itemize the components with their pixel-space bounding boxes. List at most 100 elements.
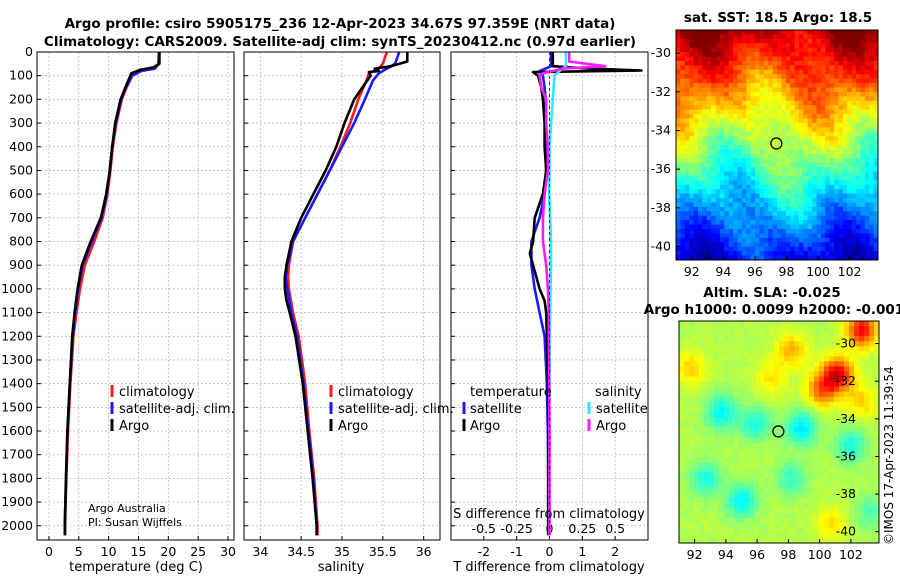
depth-tick-label: 700 bbox=[9, 210, 33, 225]
map-y-tick-label: -34 bbox=[836, 411, 856, 426]
x-tick-label: 34 bbox=[252, 544, 268, 559]
series-group bbox=[528, 52, 643, 536]
map-x-tick-label: 94 bbox=[715, 264, 731, 279]
temperature-profile-panel: 0100200300400500600700800900100011001200… bbox=[1, 44, 236, 559]
map-x-tick-label: 94 bbox=[718, 547, 734, 562]
x-tick-label: 5 bbox=[75, 544, 83, 559]
difference-xlabel-top: S difference from climatology bbox=[453, 507, 645, 522]
x-tick-label: 1 bbox=[578, 544, 586, 559]
sst-map-title: sat. SST: 18.5 Argo: 18.5 bbox=[684, 10, 872, 26]
argo-position-marker bbox=[772, 425, 785, 438]
salinity-profile-panel: 34 34.5 35 35.5 36 bbox=[243, 51, 441, 559]
sla-map-subtitle: Argo h1000: 0.0099 h2000: -0.001 bbox=[644, 302, 900, 318]
sal-legend-argo: Argo bbox=[338, 419, 368, 434]
series-group bbox=[283, 52, 409, 536]
depth-tick-label: 1900 bbox=[1, 494, 33, 509]
depth-tick-label: 100 bbox=[9, 68, 33, 83]
heatmap-cells bbox=[679, 321, 880, 544]
imos-timestamp: ©IMOS 17-Apr-2023 11:39:54 bbox=[882, 366, 896, 545]
credit-line1: Argo Australia bbox=[88, 502, 166, 515]
map-y-tick-label: -30 bbox=[651, 45, 671, 60]
diff-legend-temperature-title: temperature bbox=[470, 385, 552, 400]
top-x-tick-label: -0.5 bbox=[472, 521, 496, 536]
map-x-tick-label: 96 bbox=[747, 264, 763, 279]
series-line-climatology bbox=[286, 52, 389, 536]
series-line-salinity-satellite bbox=[547, 52, 568, 536]
series-line-argo bbox=[283, 52, 409, 536]
top-x-tick-label: 0.25 bbox=[568, 521, 596, 536]
depth-tick-label: 1200 bbox=[1, 328, 33, 343]
depth-tick-label: 600 bbox=[9, 186, 33, 201]
depth-tick-label: 1300 bbox=[1, 352, 33, 367]
series-line-argo bbox=[63, 52, 161, 536]
sal-legend-climatology: climatology bbox=[338, 385, 414, 400]
map-y-tick-label: -38 bbox=[836, 486, 856, 501]
temp-legend-argo: Argo bbox=[119, 419, 149, 434]
top-x-tick-label: -0.25 bbox=[500, 521, 532, 536]
x-tick-label: 35 bbox=[334, 544, 350, 559]
heatmap-cells bbox=[676, 30, 879, 261]
map-x-tick-label: 92 bbox=[687, 547, 703, 562]
map-x-tick-label: 100 bbox=[806, 264, 830, 279]
x-tick-label: 10 bbox=[101, 544, 117, 559]
series-group bbox=[63, 52, 161, 536]
main-title-line2: Climatology: CARS2009. Satellite-adj cli… bbox=[44, 34, 636, 50]
map-y-tick-label: -30 bbox=[836, 336, 856, 351]
x-tick-label: 0 bbox=[45, 544, 53, 559]
sal-legend-satellite: satellite-adj. clim. bbox=[338, 402, 454, 417]
temperature-xlabel: temperature (deg C) bbox=[69, 560, 203, 575]
map-y-tick-label: -32 bbox=[836, 373, 856, 388]
x-tick-label: -1 bbox=[510, 544, 522, 559]
map-y-tick-label: -40 bbox=[651, 238, 671, 253]
depth-tick-label: 1700 bbox=[1, 447, 33, 462]
temp-legend-climatology: climatology bbox=[119, 385, 195, 400]
map-x-tick-label: 96 bbox=[749, 547, 765, 562]
map-x-tick-label: 98 bbox=[779, 264, 795, 279]
depth-tick-label: 0 bbox=[25, 44, 33, 59]
x-tick-label: 15 bbox=[131, 544, 147, 559]
main-title-line1: Argo profile: csiro 5905175_236 12-Apr-2… bbox=[65, 16, 616, 32]
map-frame bbox=[675, 29, 879, 261]
series-line-satellite-adj-clim- bbox=[284, 52, 401, 536]
credit-line2: PI: Susan Wijffels bbox=[88, 516, 182, 529]
depth-tick-label: 300 bbox=[9, 115, 33, 130]
x-tick-label: -2 bbox=[478, 544, 490, 559]
depth-tick-label: 1000 bbox=[1, 281, 33, 296]
map-x-tick-label: 92 bbox=[684, 264, 700, 279]
top-x-tick-label: 0.5 bbox=[605, 521, 625, 536]
x-tick-label: 0 bbox=[546, 544, 554, 559]
depth-tick-label: 1100 bbox=[1, 305, 33, 320]
x-tick-label: 30 bbox=[220, 544, 236, 559]
diff-legend-temp-argo: Argo bbox=[470, 419, 500, 434]
depth-tick-label: 500 bbox=[9, 162, 33, 177]
map-x-tick-label: 98 bbox=[780, 547, 796, 562]
x-tick-label: 25 bbox=[190, 544, 206, 559]
series-line-salinity-argo bbox=[538, 52, 607, 536]
depth-tick-label: 2000 bbox=[1, 518, 33, 533]
depth-tick-label: 1400 bbox=[1, 376, 33, 391]
sst-map: 92 94 96 98 100 102 -30 -32 -34 -36 -38 -40 bbox=[651, 29, 879, 279]
map-y-tick-label: -36 bbox=[836, 448, 856, 463]
plot-frame bbox=[243, 51, 441, 541]
diff-legend-sal-satellite: satellite bbox=[596, 402, 648, 417]
depth-tick-label: 1500 bbox=[1, 399, 33, 414]
map-x-tick-label: 100 bbox=[808, 547, 832, 562]
sla-map-title: Altim. SLA: -0.025 bbox=[703, 285, 840, 301]
depth-tick-label: 1800 bbox=[1, 470, 33, 485]
map-frame bbox=[678, 320, 880, 544]
depth-tick-label: 800 bbox=[9, 234, 33, 249]
map-y-tick-label: -34 bbox=[651, 123, 671, 138]
salinity-xlabel: salinity bbox=[318, 560, 365, 575]
plot-frame bbox=[36, 51, 235, 541]
x-tick-label: 2 bbox=[611, 544, 619, 559]
diff-legend-temp-satellite: satellite bbox=[470, 402, 522, 417]
sla-map: 92 94 96 98 100 102 -30 -32 -34 -36 -38 -40 bbox=[678, 320, 880, 562]
diff-legend-salinity-title: salinity bbox=[595, 385, 642, 400]
map-y-tick-label: -38 bbox=[651, 200, 671, 215]
difference-xlabel-bottom: T difference from climatology bbox=[452, 560, 645, 575]
x-tick-label: 35.5 bbox=[369, 544, 397, 559]
map-x-tick-label: 102 bbox=[838, 264, 862, 279]
x-tick-label: 20 bbox=[160, 544, 176, 559]
